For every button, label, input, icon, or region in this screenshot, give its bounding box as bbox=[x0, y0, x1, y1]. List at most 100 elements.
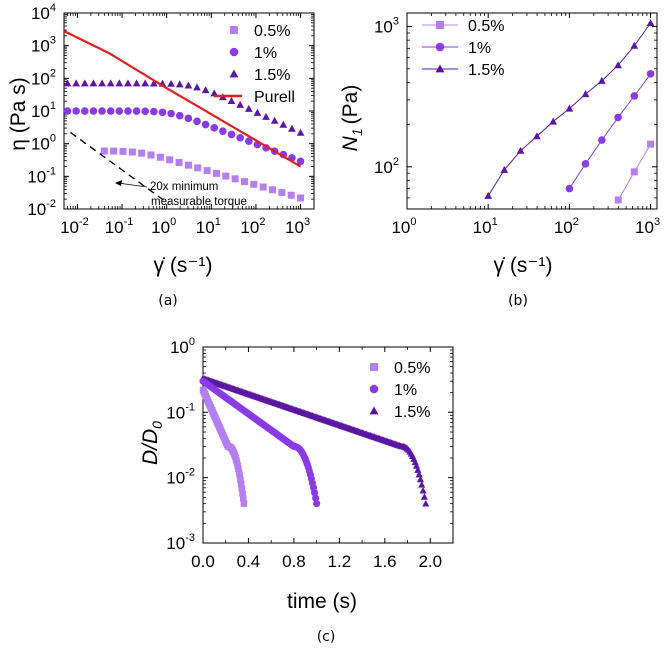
data-point-square bbox=[287, 191, 295, 199]
data-point-triangle bbox=[115, 79, 124, 87]
data-point-circle bbox=[646, 70, 655, 78]
data-point-triangle bbox=[132, 79, 141, 87]
y-axis-label-b: N1 (Pa) bbox=[339, 85, 365, 152]
data-point-circle bbox=[193, 117, 201, 126]
data-point-circle bbox=[98, 107, 106, 115]
x-tick-label-base: 10 bbox=[554, 218, 573, 237]
y-tick-label-exp: 2 bbox=[393, 156, 399, 168]
caption-b: (b) bbox=[508, 293, 528, 309]
data-point-triangle bbox=[296, 128, 305, 136]
data-point-square bbox=[278, 189, 286, 197]
data-point-triangle bbox=[201, 86, 210, 94]
data-point-square bbox=[239, 490, 246, 497]
min-torque-line bbox=[70, 131, 168, 203]
x-tick-label: 2.0 bbox=[418, 552, 442, 571]
legend-label: 0.5% bbox=[394, 360, 430, 377]
data-point-square bbox=[100, 147, 108, 155]
legend-label: 1.5% bbox=[394, 404, 430, 421]
data-point-triangle bbox=[149, 79, 158, 87]
data-point-triangle bbox=[80, 79, 89, 87]
y-tick-label: 103 bbox=[31, 35, 56, 56]
x-tick-label-base: 10 bbox=[196, 218, 215, 237]
data-point-circle bbox=[227, 130, 236, 139]
y-tick-label: 101 bbox=[31, 100, 56, 121]
legend-a: 0.5% 1% 1.5% Purell bbox=[214, 23, 295, 106]
plot-frame-b bbox=[406, 12, 658, 210]
data-point-triangle bbox=[565, 104, 574, 112]
y-tick-label: 10-2 bbox=[27, 198, 56, 219]
y-axis-label-b-symbol: N bbox=[339, 135, 362, 151]
data-point-square bbox=[297, 194, 305, 202]
data-point-square bbox=[138, 149, 146, 157]
series-line bbox=[568, 73, 652, 189]
data-point-triangle bbox=[279, 120, 288, 128]
y-tick-label-base: 10 bbox=[31, 135, 50, 154]
data-point-triangle bbox=[418, 481, 426, 488]
legend-label: 0.5% bbox=[468, 18, 504, 35]
y-tick-label: 10-1 bbox=[166, 401, 195, 422]
legend-label: 1% bbox=[468, 40, 491, 57]
legend-marker bbox=[435, 64, 445, 73]
data-point-circle bbox=[210, 124, 219, 132]
legend-marker bbox=[369, 384, 379, 394]
data-point-circle bbox=[115, 107, 124, 115]
y-tick-label-base: 10 bbox=[27, 167, 46, 186]
data-point-triangle bbox=[244, 104, 253, 112]
y-tick-label-base: 10 bbox=[31, 4, 50, 23]
legend-marker bbox=[435, 42, 445, 52]
x-axis-label-a: γ̇ (s⁻¹) bbox=[154, 254, 213, 277]
y-tick-label-exp: 1 bbox=[50, 100, 56, 112]
legend-label: 1.5% bbox=[468, 62, 504, 79]
data-point-triangle bbox=[72, 79, 81, 87]
y-tick-label-base: 10 bbox=[374, 18, 393, 37]
data-point-circle bbox=[175, 111, 184, 120]
data-point-triangle bbox=[414, 466, 422, 473]
data-point-circle bbox=[184, 114, 193, 123]
data-point-triangle bbox=[288, 124, 296, 132]
data-point-triangle bbox=[549, 117, 557, 125]
data-point-triangle bbox=[415, 470, 423, 478]
x-tick-label-base: 10 bbox=[635, 218, 654, 237]
data-point-triangle bbox=[500, 165, 509, 173]
y-tick-label-exp: 4 bbox=[50, 2, 56, 14]
x-tick-label-exp: 0 bbox=[170, 216, 176, 228]
data-point-triangle bbox=[262, 112, 270, 120]
data-point-square bbox=[614, 196, 622, 204]
legend-marker bbox=[229, 69, 239, 78]
y-tick-label: 10-1 bbox=[27, 165, 56, 186]
x-tick-label: 0.4 bbox=[237, 552, 261, 571]
data-point-triangle bbox=[412, 462, 421, 469]
y-tick-label-base: 10 bbox=[166, 534, 185, 553]
data-point-triangle bbox=[253, 108, 262, 116]
x-tick-label: 0.0 bbox=[191, 552, 215, 571]
y-tick-label: 102 bbox=[31, 67, 56, 88]
x-tick-label-base: 10 bbox=[240, 218, 259, 237]
x-tick-label-exp: 3 bbox=[654, 216, 660, 228]
data-point-square bbox=[194, 164, 202, 172]
data-point-triangle bbox=[63, 79, 72, 87]
x-tick-label: 1.2 bbox=[328, 552, 352, 571]
y-tick-label-exp: -1 bbox=[185, 401, 195, 413]
annotation-torque: 20x minimum measurable torque bbox=[115, 180, 247, 208]
y-tick-label-base: 10 bbox=[31, 37, 50, 56]
data-point-square bbox=[250, 180, 258, 188]
x-tick-label: 0.8 bbox=[282, 552, 306, 571]
y-tick-label-exp: -1 bbox=[46, 165, 56, 177]
y-axis-label-b-subscript: 1 bbox=[349, 128, 365, 136]
data-point-square bbox=[119, 147, 127, 155]
y-tick-label-base: 10 bbox=[166, 403, 185, 422]
y-tick-label-exp: 3 bbox=[50, 35, 56, 47]
x-tick-label: 102 bbox=[240, 216, 265, 237]
data-point-triangle bbox=[422, 499, 430, 507]
data-point-circle bbox=[63, 107, 72, 115]
data-point-triangle bbox=[419, 486, 427, 494]
data-point-triangle bbox=[516, 146, 525, 154]
x-tick-label-base: 10 bbox=[391, 218, 410, 237]
x-tick-label: 10-1 bbox=[105, 216, 134, 237]
data-point-triangle bbox=[581, 90, 590, 98]
